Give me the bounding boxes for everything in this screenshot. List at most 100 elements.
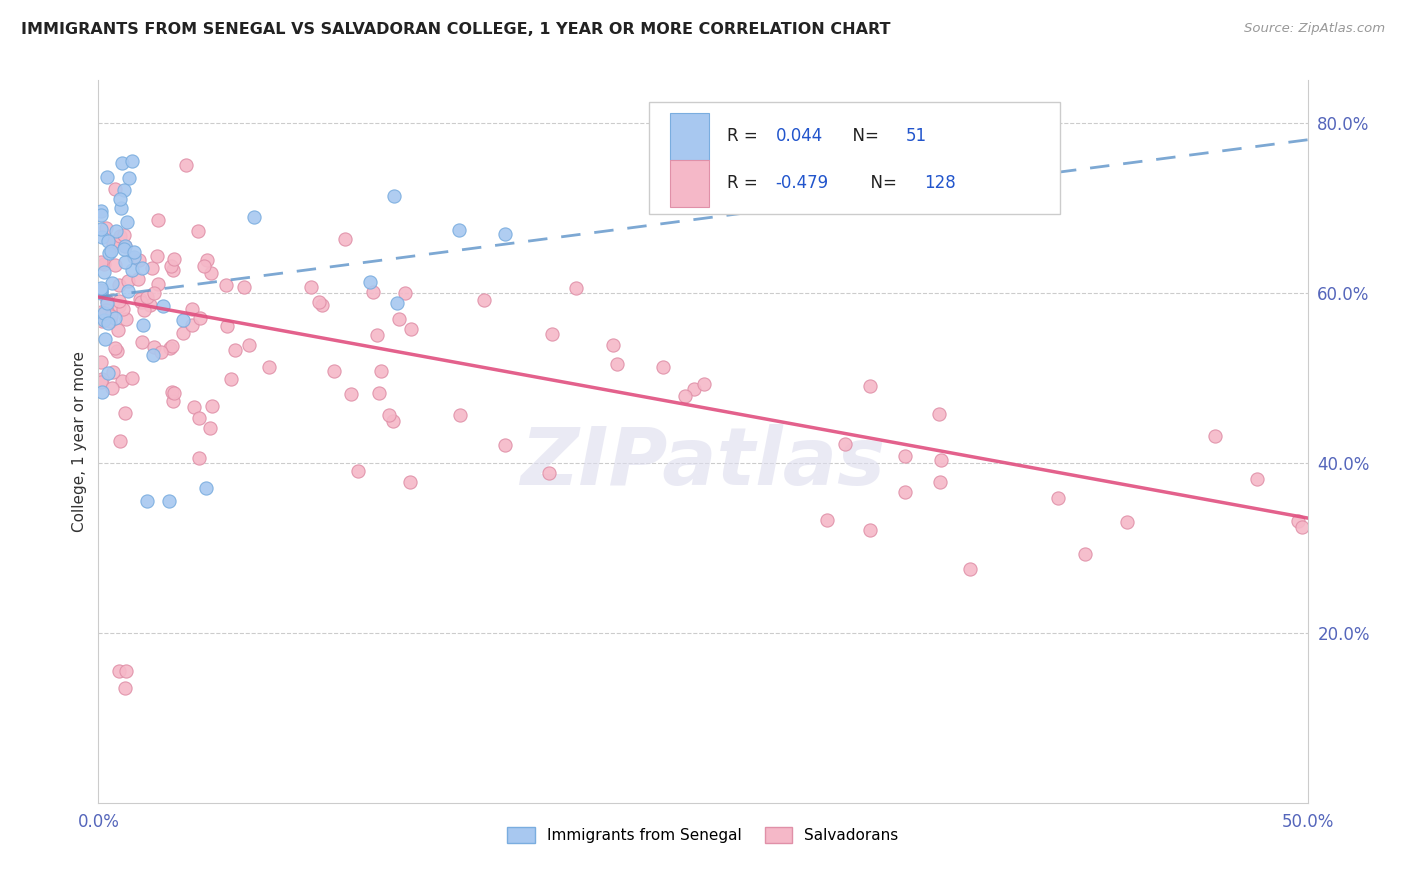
- Point: [93, 257, 115, 271]
- Point: [108, 229, 131, 244]
- Point: [198, 421, 221, 435]
- Point: [108, 293, 131, 308]
- Text: 128: 128: [924, 174, 956, 193]
- Point: [359, 275, 381, 289]
- Point: [104, 311, 127, 326]
- Point: [238, 338, 260, 352]
- FancyBboxPatch shape: [648, 102, 1060, 214]
- Point: [219, 372, 242, 386]
- Point: [114, 406, 136, 420]
- Point: [834, 437, 856, 451]
- Point: [181, 318, 204, 332]
- Text: N=: N=: [842, 128, 884, 145]
- Point: [537, 466, 560, 480]
- Point: [1074, 547, 1097, 561]
- Point: [94, 221, 117, 235]
- Text: ZIPatlas: ZIPatlas: [520, 425, 886, 502]
- Point: [100, 244, 122, 258]
- Point: [1115, 515, 1137, 529]
- Text: R =: R =: [727, 128, 763, 145]
- Point: [97, 234, 120, 248]
- Point: [652, 359, 675, 374]
- Point: [152, 299, 174, 313]
- Point: [388, 311, 411, 326]
- Point: [115, 215, 138, 229]
- Y-axis label: College, 1 year or more: College, 1 year or more: [72, 351, 87, 532]
- Point: [148, 277, 170, 291]
- Point: [132, 303, 155, 318]
- Point: [139, 298, 162, 312]
- Point: [142, 348, 165, 362]
- Point: [100, 309, 122, 323]
- Point: [160, 384, 183, 399]
- Point: [117, 284, 139, 298]
- Point: [90, 208, 112, 222]
- Point: [449, 223, 471, 237]
- Point: [93, 265, 115, 279]
- Point: [682, 382, 704, 396]
- Point: [101, 381, 124, 395]
- Point: [118, 171, 141, 186]
- Point: [381, 414, 404, 428]
- Point: [368, 386, 391, 401]
- FancyBboxPatch shape: [671, 112, 709, 160]
- Point: [98, 314, 121, 328]
- Point: [97, 366, 120, 380]
- Point: [103, 238, 125, 252]
- Point: [90, 314, 112, 328]
- Point: [124, 250, 146, 264]
- Point: [131, 318, 153, 332]
- Point: [112, 242, 135, 256]
- Point: [110, 201, 132, 215]
- Point: [188, 310, 211, 325]
- Legend: Immigrants from Senegal, Salvadorans: Immigrants from Senegal, Salvadorans: [501, 822, 905, 849]
- Point: [387, 296, 409, 310]
- Point: [187, 410, 209, 425]
- Point: [959, 561, 981, 575]
- Point: [115, 311, 138, 326]
- Point: [257, 360, 280, 375]
- Point: [90, 283, 112, 297]
- Point: [96, 294, 118, 309]
- Point: [399, 475, 422, 489]
- Point: [195, 481, 218, 495]
- Point: [494, 227, 516, 241]
- Point: [163, 252, 186, 266]
- Point: [127, 272, 149, 286]
- Point: [233, 279, 256, 293]
- Point: [200, 267, 222, 281]
- Point: [159, 259, 181, 273]
- Point: [1246, 472, 1268, 486]
- Point: [93, 306, 115, 320]
- Point: [136, 290, 159, 304]
- Point: [121, 153, 143, 168]
- Point: [110, 192, 132, 206]
- Point: [172, 326, 194, 340]
- Point: [145, 249, 167, 263]
- Point: [121, 263, 143, 277]
- Point: [101, 276, 124, 290]
- Point: [172, 313, 194, 327]
- Point: [91, 230, 114, 244]
- Point: [93, 332, 115, 346]
- Point: [131, 335, 153, 350]
- Point: [112, 184, 135, 198]
- Point: [90, 355, 112, 369]
- Point: [90, 305, 112, 319]
- Point: [333, 232, 356, 246]
- Point: [108, 277, 131, 292]
- Point: [815, 513, 838, 527]
- Point: [110, 434, 132, 449]
- Point: [299, 280, 322, 294]
- Point: [243, 210, 266, 224]
- Point: [121, 371, 143, 385]
- Point: [859, 523, 882, 537]
- Point: [98, 246, 121, 260]
- Point: [110, 156, 132, 170]
- Point: [122, 244, 145, 259]
- Point: [93, 312, 115, 326]
- Point: [894, 484, 917, 499]
- Text: 51: 51: [905, 128, 928, 145]
- Point: [1286, 514, 1309, 528]
- Point: [111, 374, 134, 388]
